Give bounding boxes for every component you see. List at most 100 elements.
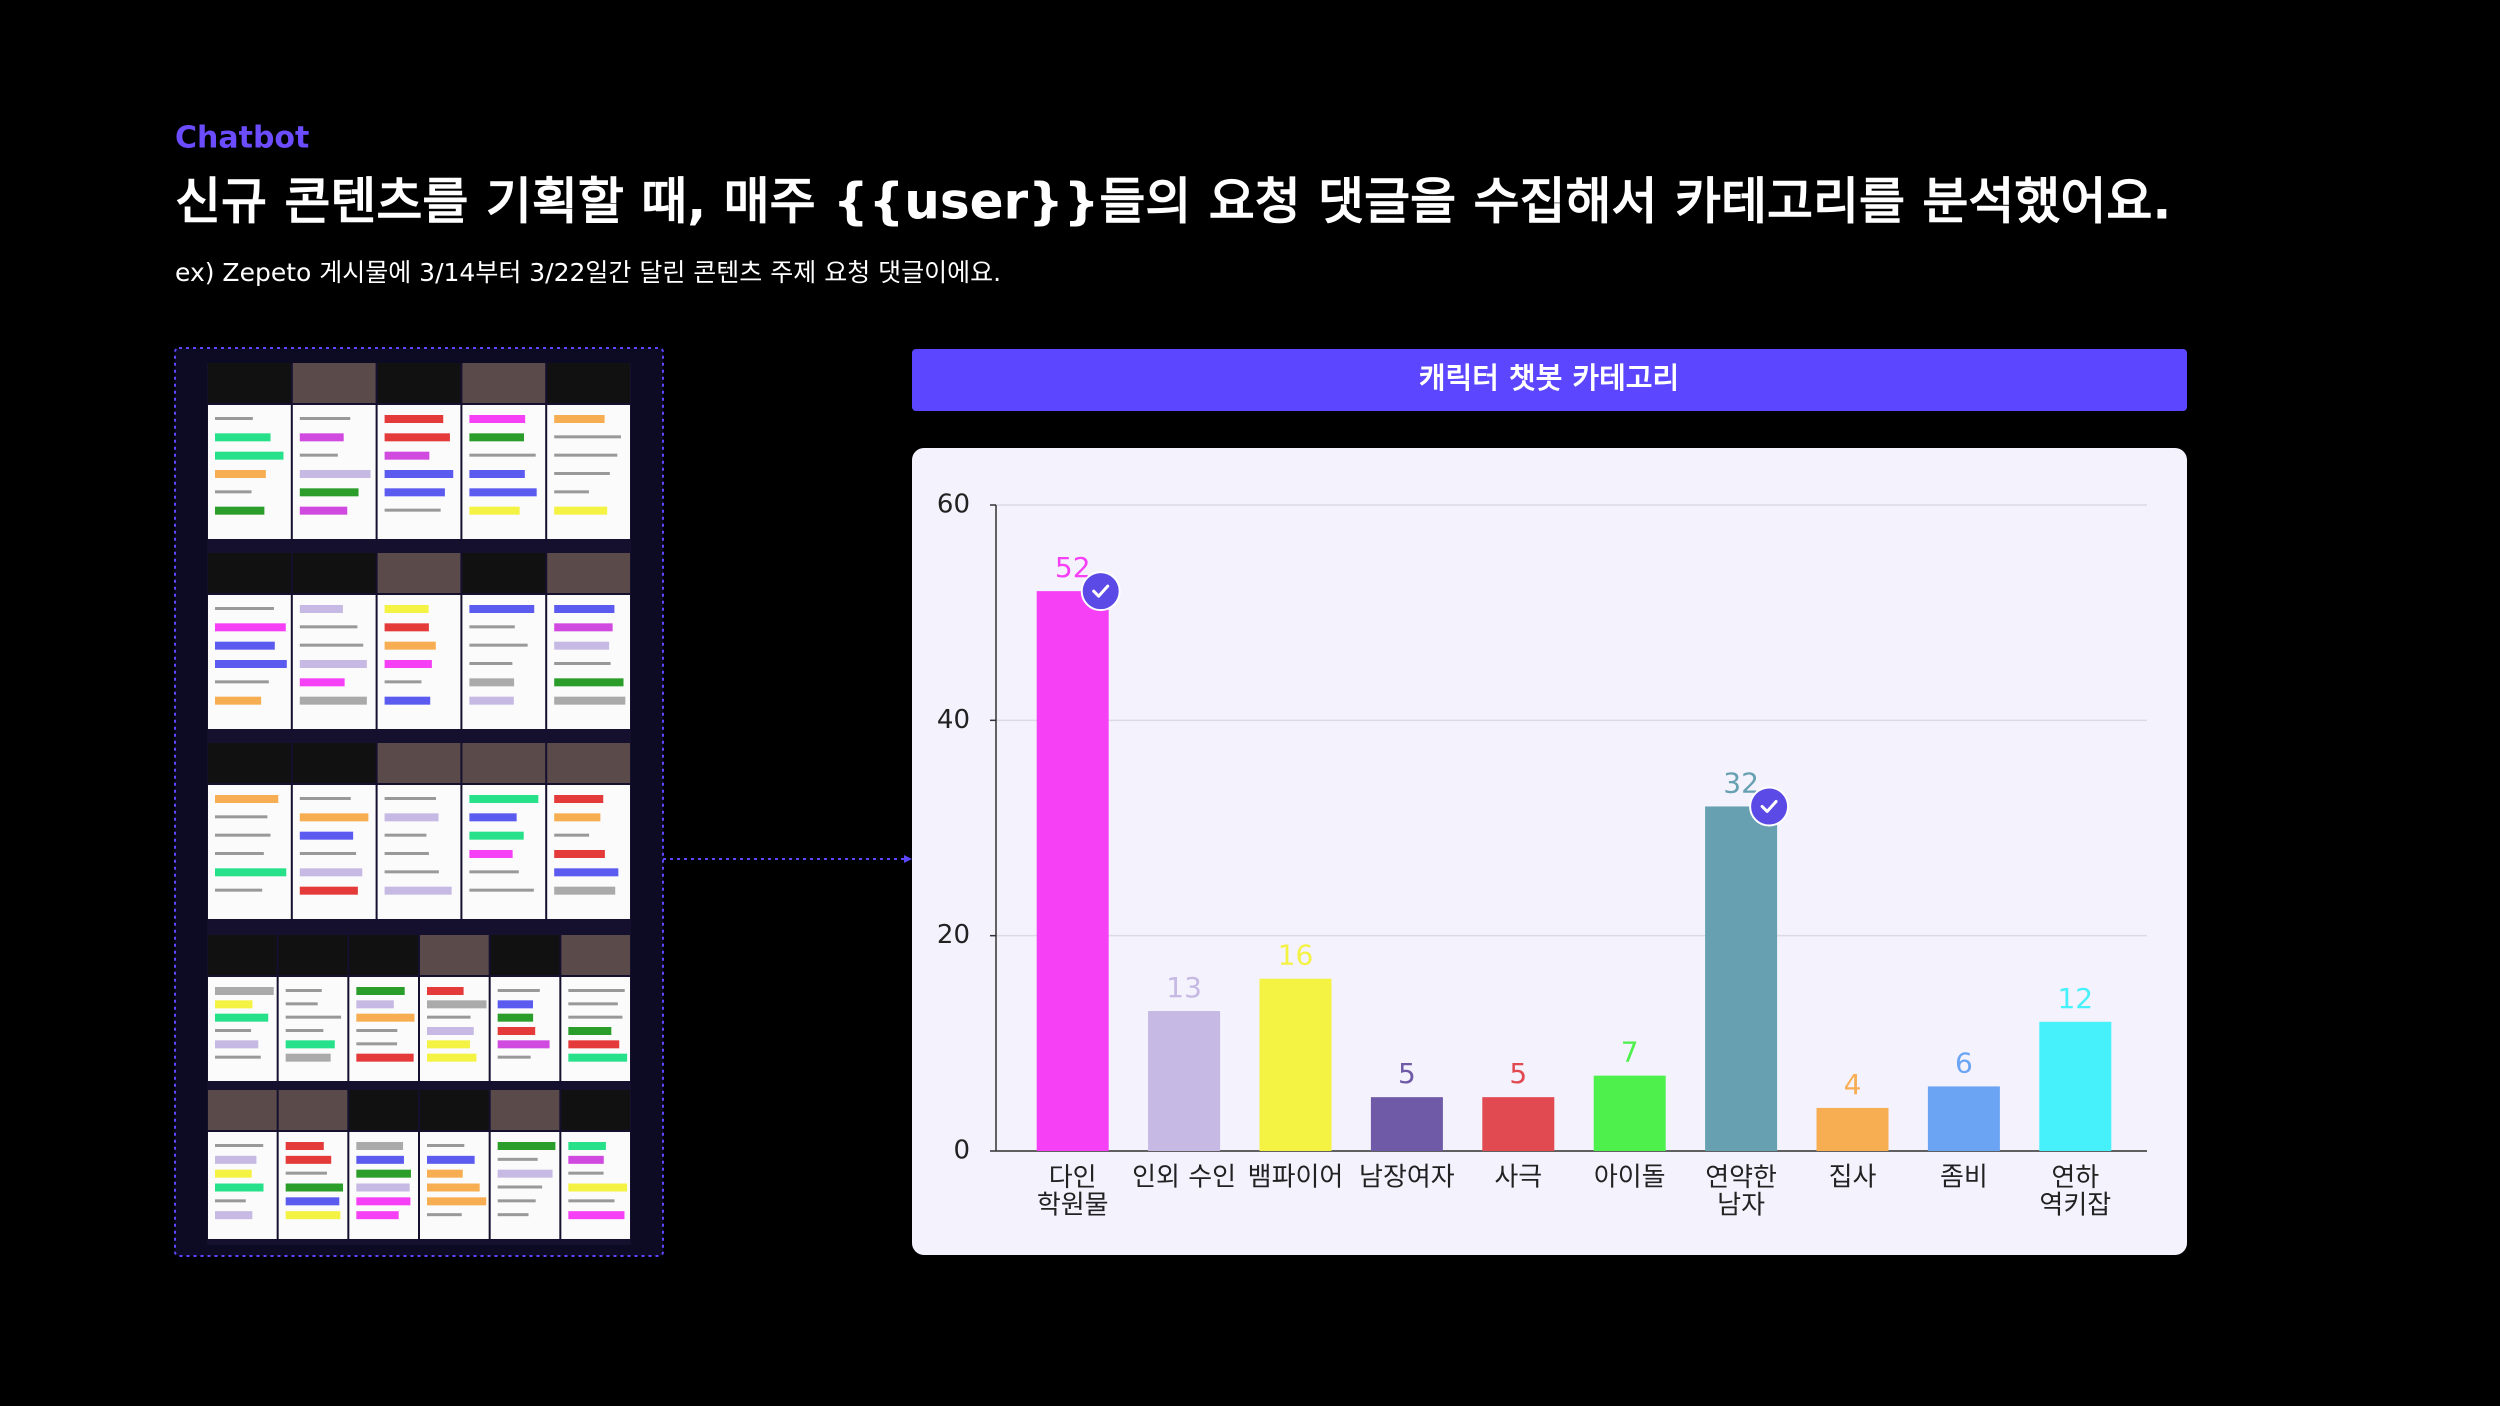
screenshot-text	[285, 1002, 318, 1006]
screenshot-header	[377, 363, 461, 403]
bar	[1927, 1086, 2000, 1151]
screenshot-text	[469, 870, 519, 874]
value-label: 5	[1509, 1057, 1527, 1090]
screenshot-header	[208, 553, 291, 593]
screenshot-highlight	[356, 987, 405, 995]
x-tick-label: 좀비	[1940, 1163, 1988, 1193]
y-tick-label: 0	[953, 1136, 970, 1166]
bar	[1593, 1075, 1666, 1151]
screenshot-text	[554, 833, 590, 837]
badge-check	[1092, 584, 1110, 598]
screenshot-highlight	[384, 433, 450, 442]
screenshot-text	[554, 435, 621, 439]
x-tick-label: 뱀파이어	[1248, 1163, 1344, 1193]
screenshot-highlight	[215, 451, 284, 460]
screenshot-highlight	[554, 886, 616, 895]
screenshot-highlight	[215, 1040, 259, 1049]
screenshot-text	[285, 1029, 324, 1032]
screenshot-header	[420, 1090, 489, 1130]
screenshot-text	[215, 680, 269, 684]
x-tick-label: 집사	[1829, 1163, 1877, 1193]
screenshot-highlight	[427, 1000, 487, 1009]
screenshot-header	[490, 1090, 560, 1130]
screenshot-text	[554, 490, 589, 494]
screenshot-text	[285, 989, 322, 992]
screenshot-highlight	[356, 1197, 411, 1206]
screenshot-highlight	[427, 1155, 475, 1164]
screenshot-text	[497, 1157, 538, 1161]
x-tick-label: 다인 학원물	[1037, 1163, 1109, 1220]
screenshot-text	[497, 1185, 543, 1189]
screenshot-highlight	[497, 1013, 534, 1022]
screenshot-highlight	[427, 1027, 474, 1035]
value-label: 32	[1723, 766, 1759, 799]
screenshot-highlight	[356, 1000, 394, 1009]
highlight-badge	[1080, 571, 1121, 612]
screenshot-highlight	[469, 605, 535, 613]
screenshot-highlight	[469, 850, 513, 858]
screenshot-text	[215, 1199, 246, 1203]
screenshot-text	[384, 870, 439, 874]
x-tick-label: 인외 수인	[1132, 1163, 1236, 1193]
value-label: 4	[1844, 1068, 1862, 1101]
screenshot-header	[547, 363, 630, 403]
y-tick-label: 60	[937, 490, 970, 520]
screenshot-highlight	[384, 488, 445, 497]
screenshot-text	[215, 1144, 264, 1147]
screenshot-text	[299, 643, 364, 647]
screenshot-highlight	[568, 1027, 612, 1035]
screenshot-highlight	[285, 1197, 340, 1206]
screenshot-highlight	[554, 605, 615, 613]
screenshot-header	[377, 743, 461, 783]
value-label: 13	[1166, 971, 1202, 1004]
screenshot-text	[384, 852, 429, 855]
screenshot-highlight	[469, 795, 539, 803]
screenshot-highlight	[215, 470, 266, 478]
screenshot-text	[427, 1015, 471, 1019]
y-tick-label: 20	[937, 920, 970, 950]
bar	[1482, 1097, 1555, 1151]
bar	[1259, 978, 1332, 1151]
screenshot-header	[462, 363, 546, 403]
screenshot-highlight	[215, 623, 286, 632]
screenshot-text	[568, 1015, 623, 1019]
screenshot-text	[299, 417, 351, 420]
screenshot-highlight	[469, 506, 520, 515]
screenshot-text	[554, 453, 618, 457]
screenshot-text	[568, 1002, 618, 1006]
screenshot-text	[299, 453, 338, 457]
screenshot-highlight	[215, 1211, 253, 1220]
screenshot-highlight	[356, 1169, 411, 1178]
badge-circle	[1080, 571, 1121, 612]
screenshot-header	[349, 935, 418, 975]
x-tick-label: 아이돌	[1594, 1163, 1666, 1193]
screenshot-header	[208, 935, 277, 975]
screenshot-highlight	[554, 696, 626, 705]
screenshot-highlight	[215, 696, 262, 705]
slide-title: 신규 콘텐츠를 기획할 때, 매주 {{user}}들의 요청 댓글을 수집해서…	[175, 173, 2171, 231]
screenshot-highlight	[497, 1000, 534, 1009]
screenshot-text	[469, 662, 513, 665]
screenshot-highlight	[469, 696, 514, 705]
screenshot-highlight	[356, 1053, 414, 1062]
screenshot-text	[215, 888, 263, 892]
x-tick-label: 남장여자	[1359, 1163, 1455, 1193]
screenshot-highlight	[384, 415, 444, 423]
x-tick-label: 연약한 남자	[1705, 1163, 1777, 1220]
bar	[1036, 591, 1109, 1151]
screenshot-highlight	[384, 623, 429, 632]
screenshot-header	[349, 1090, 418, 1130]
value-label: 5	[1398, 1057, 1416, 1090]
screenshot-highlight	[469, 470, 525, 478]
screenshot-highlight	[568, 1211, 625, 1220]
screenshot-highlight	[497, 1027, 536, 1035]
screenshot-highlight	[554, 868, 619, 877]
screenshot-header	[547, 553, 630, 593]
screenshot-highlight	[356, 1211, 399, 1220]
screenshot-header	[490, 935, 560, 975]
screenshot-highlight	[384, 470, 454, 478]
screenshot-header	[292, 363, 376, 403]
screenshot-text	[215, 1055, 261, 1059]
screenshot-highlight	[215, 1169, 252, 1178]
screenshot-highlight	[299, 678, 345, 687]
